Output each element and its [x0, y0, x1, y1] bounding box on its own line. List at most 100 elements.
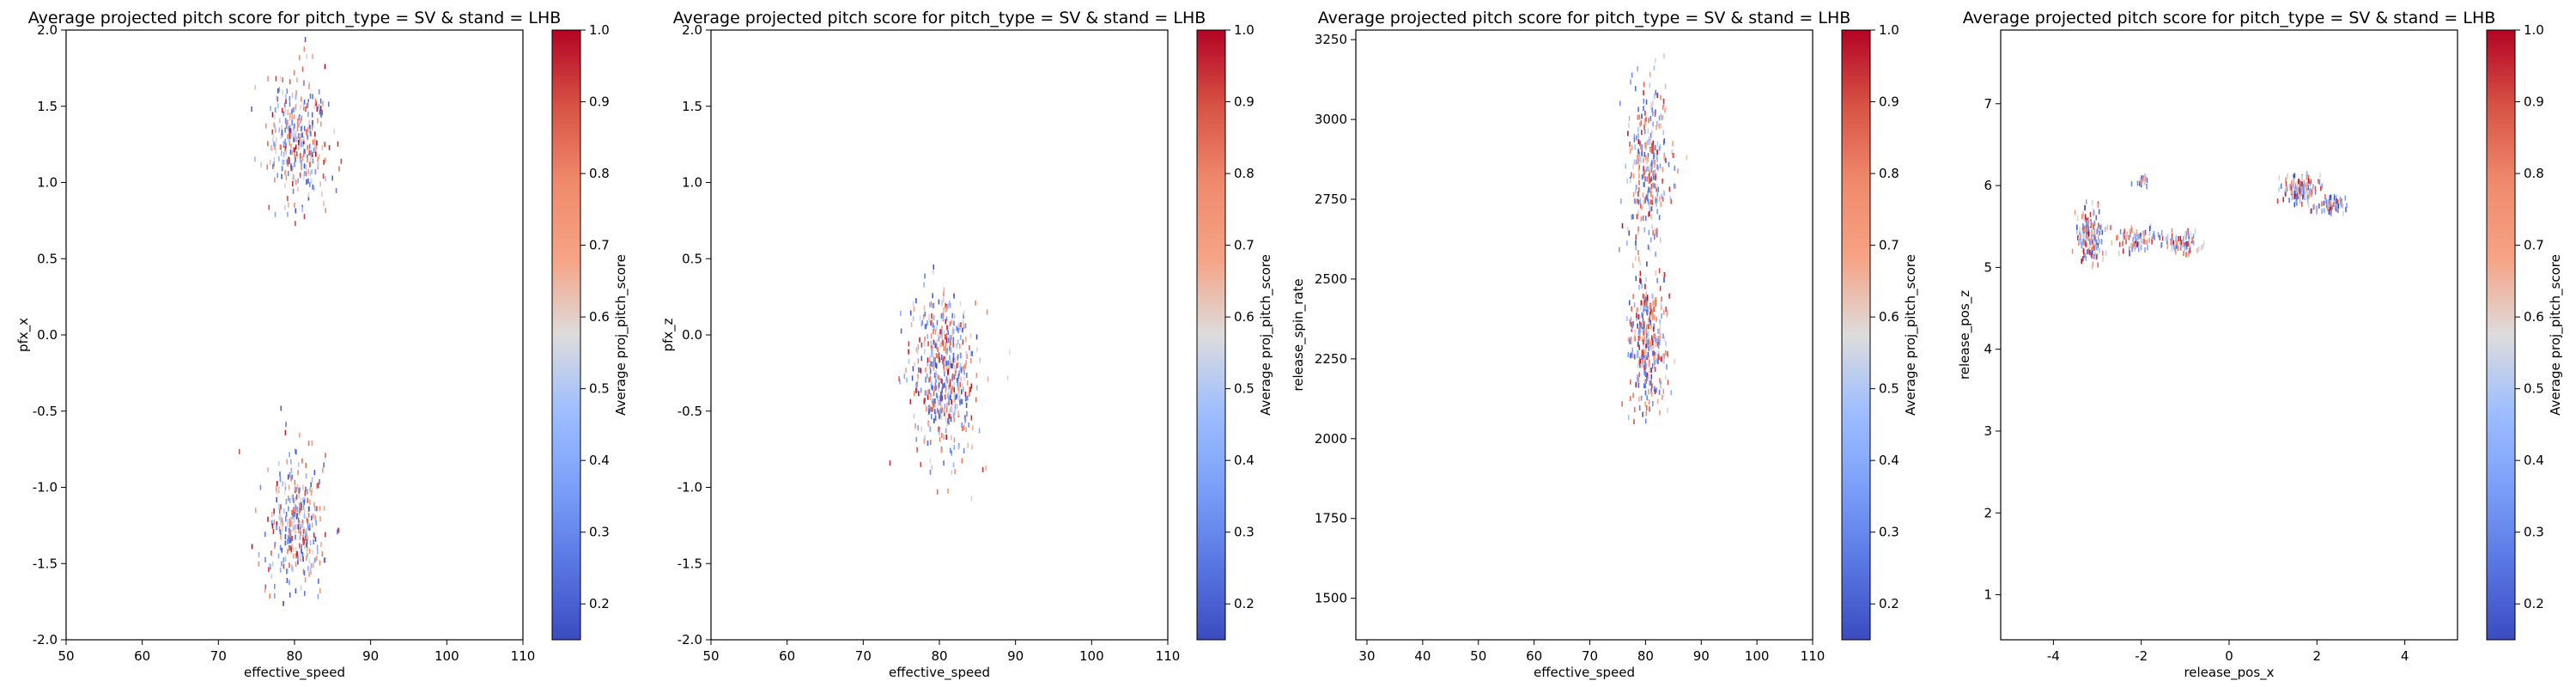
data-point	[289, 497, 291, 503]
data-point	[1640, 216, 1643, 222]
data-point	[956, 362, 958, 368]
data-point	[1656, 209, 1658, 215]
data-point	[2328, 209, 2330, 215]
data-point	[316, 506, 318, 512]
data-point	[1652, 315, 1654, 321]
data-point	[1628, 123, 1630, 129]
data-point	[1661, 304, 1662, 310]
data-point	[302, 101, 304, 107]
panel-2-markers	[889, 264, 1011, 502]
data-point	[1643, 173, 1644, 179]
data-point	[944, 382, 945, 388]
data-point	[297, 118, 299, 124]
data-point	[2292, 183, 2294, 189]
data-point	[1642, 324, 1644, 330]
data-point	[951, 435, 952, 441]
data-point	[313, 143, 316, 149]
data-point	[338, 166, 340, 172]
data-point	[2076, 224, 2078, 230]
data-point	[987, 376, 989, 382]
data-point	[1655, 296, 1657, 302]
data-point	[302, 568, 305, 575]
data-point	[280, 405, 283, 411]
data-point	[1655, 342, 1657, 348]
data-point	[954, 397, 956, 403]
data-point	[1651, 194, 1654, 200]
data-point	[271, 112, 274, 118]
data-point	[305, 164, 307, 170]
data-point	[321, 110, 323, 116]
data-point	[1643, 329, 1646, 335]
data-point	[2310, 192, 2312, 198]
data-point	[945, 385, 947, 391]
data-point	[1650, 313, 1653, 319]
data-point	[1642, 301, 1644, 307]
data-point	[963, 365, 964, 371]
data-point	[927, 361, 929, 367]
data-point	[2141, 180, 2142, 186]
data-point	[296, 77, 298, 83]
data-point	[1662, 272, 1665, 277]
data-point	[1647, 156, 1649, 162]
data-point	[1660, 356, 1662, 362]
data-point	[933, 339, 935, 345]
data-point	[1652, 344, 1655, 350]
data-point	[1643, 157, 1644, 163]
data-point	[965, 402, 968, 408]
data-point	[316, 106, 319, 112]
data-point	[945, 356, 946, 362]
data-point	[946, 350, 948, 356]
data-point	[1626, 316, 1628, 321]
data-point	[1658, 215, 1661, 221]
data-point	[301, 207, 303, 213]
data-point	[328, 101, 330, 107]
data-point	[943, 330, 945, 336]
data-point	[303, 500, 305, 506]
panel-1-plot: 50 60 70 80 90 100 110-2.0-1.5-1.0-0.50.00.51.…	[33, 22, 610, 664]
data-point	[337, 527, 340, 533]
data-point	[945, 307, 947, 313]
data-point	[2095, 215, 2098, 221]
data-point	[278, 155, 280, 161]
data-point	[1651, 107, 1653, 113]
data-point	[292, 147, 295, 153]
data-point	[2148, 237, 2150, 243]
data-point	[1652, 152, 1655, 158]
colorbar-tick-label: 1.0	[2524, 22, 2544, 38]
x-tick-label: 100	[434, 648, 459, 664]
data-point	[303, 170, 306, 176]
data-point	[2123, 234, 2125, 240]
data-point	[1674, 183, 1677, 189]
data-point	[2177, 246, 2179, 251]
data-point	[2334, 205, 2336, 211]
data-point	[1662, 98, 1665, 104]
data-point	[298, 122, 301, 128]
data-point	[2089, 238, 2091, 244]
data-point	[2087, 249, 2088, 255]
data-point	[1639, 362, 1641, 368]
data-point	[1656, 149, 1658, 155]
colorbar-tick-label: 0.8	[589, 166, 610, 181]
data-point	[962, 339, 964, 345]
data-point	[2093, 221, 2096, 226]
data-point	[295, 130, 297, 136]
data-point	[1652, 230, 1654, 236]
data-point	[948, 400, 950, 406]
data-point	[1636, 307, 1637, 313]
data-point	[2301, 181, 2304, 187]
data-point	[2330, 210, 2332, 215]
data-point	[1637, 256, 1640, 262]
data-point	[2076, 228, 2078, 234]
data-point	[1632, 163, 1634, 169]
data-point	[900, 328, 902, 334]
data-point	[2329, 195, 2331, 201]
data-point	[1662, 114, 1663, 120]
data-point	[312, 53, 313, 59]
data-point	[1643, 181, 1645, 187]
colorbar-tick-label: 0.4	[2524, 453, 2544, 468]
data-point	[286, 578, 289, 583]
data-point	[1641, 322, 1643, 328]
data-point	[1646, 351, 1649, 357]
data-point	[963, 310, 965, 316]
data-point	[311, 522, 313, 528]
